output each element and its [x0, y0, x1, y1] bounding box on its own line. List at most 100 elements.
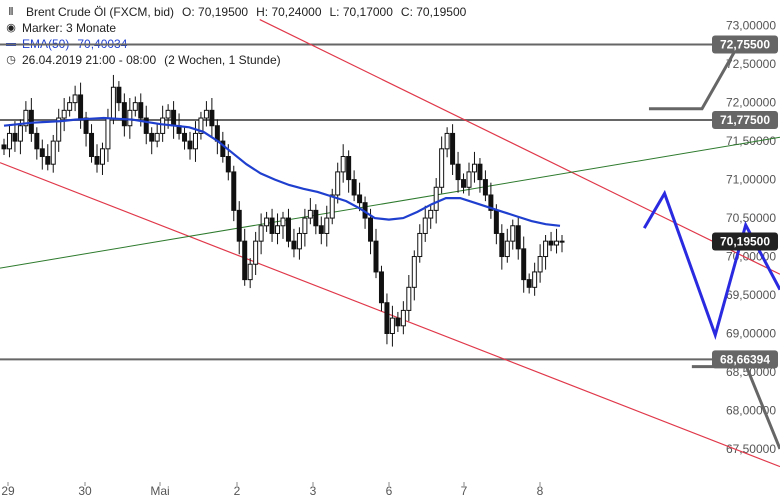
marker-row: ◉ Marker: 3 Monate	[4, 20, 474, 36]
candle-body	[138, 102, 144, 119]
y-tick-label: 72,50000	[726, 57, 776, 71]
candle-body	[461, 179, 467, 188]
x-tick-label: 7	[461, 484, 468, 498]
candle-body	[209, 109, 215, 127]
candle-body	[269, 217, 275, 234]
candle-body	[127, 109, 133, 127]
candle-body	[329, 194, 335, 219]
candle-body	[6, 132, 12, 150]
price-box-label: 68,66394	[720, 352, 770, 366]
target-upper-path	[648, 51, 736, 111]
channel-upper-line	[259, 19, 780, 275]
candle-body	[351, 179, 357, 196]
candle-body	[23, 109, 29, 127]
candle-body	[116, 86, 122, 104]
candle-body	[335, 171, 341, 196]
price-box	[712, 110, 778, 129]
candle-body	[203, 109, 209, 119]
timespan-label: 26.04.2019 21:00 - 08:00	[22, 53, 157, 67]
candle-body	[537, 256, 543, 273]
timespan-row: ◷ 26.04.2019 21:00 - 08:00 (2 Wochen, 1 …	[4, 52, 474, 68]
candle-body	[477, 163, 483, 181]
candle-body	[488, 194, 494, 211]
candle-body	[45, 156, 51, 165]
candle-body	[417, 232, 423, 258]
candle-body	[72, 94, 78, 104]
candle-body	[198, 117, 204, 134]
low-value: L: 70,17000	[329, 5, 393, 19]
candle-body	[67, 102, 73, 111]
candle-body	[83, 117, 89, 134]
x-tick-label: Mai	[150, 484, 169, 498]
candle-body	[94, 156, 100, 165]
y-tick-label: 71,00000	[726, 173, 776, 187]
y-tick-label: 73,00000	[726, 19, 776, 33]
x-tick-label: 3	[310, 484, 317, 498]
candle-body	[12, 132, 18, 142]
y-tick-label: 68,50000	[726, 365, 776, 379]
candle-body	[149, 132, 155, 142]
candle-body	[17, 125, 23, 142]
price-box	[712, 232, 778, 251]
candle-body	[324, 217, 330, 234]
candle-body	[504, 240, 510, 258]
candle-body	[132, 102, 138, 111]
candle-body	[318, 225, 324, 234]
clock-icon: ◷	[6, 54, 16, 66]
candle-body	[554, 240, 560, 246]
candle-body	[160, 117, 166, 134]
candle-body	[510, 225, 516, 242]
candle-body	[154, 132, 160, 142]
y-tick-label: 69,50000	[726, 288, 776, 302]
candle-body	[389, 317, 395, 334]
candle-body	[225, 156, 231, 173]
x-tick-label: 6	[386, 484, 393, 498]
candle-body	[291, 240, 297, 250]
candle-body	[378, 271, 384, 304]
candle-body	[439, 148, 445, 188]
candle-body	[99, 148, 105, 165]
candle-body	[39, 148, 45, 158]
candle-body	[78, 94, 84, 119]
candle-body	[384, 302, 390, 334]
candle-body	[280, 217, 286, 227]
candle-body	[296, 232, 302, 250]
candle-body	[192, 132, 198, 150]
y-tick-label: 69,00000	[726, 326, 776, 340]
candle-body	[373, 240, 379, 273]
candle-body	[428, 209, 434, 219]
close-value: C: 70,19500	[400, 5, 467, 19]
candle-body	[313, 209, 319, 227]
candle-body	[548, 240, 554, 246]
y-tick-label: 68,00000	[726, 403, 776, 417]
candle-body	[340, 156, 346, 173]
x-tick-label: 8	[537, 484, 544, 498]
candle-body	[236, 209, 242, 242]
marker-label: Marker: 3 Monate	[22, 21, 117, 35]
candle-body	[368, 217, 374, 242]
candle-body	[285, 217, 291, 242]
candle-body	[521, 248, 527, 281]
candle-body	[56, 117, 62, 142]
price-box	[712, 35, 778, 54]
candle-body	[89, 132, 95, 158]
candle-body	[543, 240, 549, 258]
candle-body	[471, 163, 477, 173]
price-box-label: 72,75500	[720, 38, 770, 52]
price-box-label: 70,19500	[720, 235, 770, 249]
y-tick-label: 70,50000	[726, 211, 776, 225]
candle-body	[444, 132, 450, 150]
candle-body	[275, 225, 281, 234]
candle-body	[1, 144, 7, 150]
candle-body	[105, 117, 111, 150]
candle-body	[346, 156, 352, 181]
channel-lower-line	[0, 162, 780, 468]
price-box	[712, 350, 778, 369]
candle-body	[165, 109, 171, 119]
candle-body	[455, 163, 461, 181]
candle-body	[143, 117, 149, 134]
candle-body	[357, 194, 363, 204]
candle-body	[526, 279, 532, 288]
candle-body	[258, 225, 264, 242]
